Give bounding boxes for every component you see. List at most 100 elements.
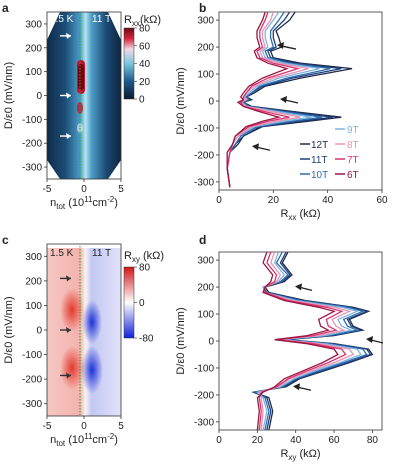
y-axis-label: D/ε0 (mV/nm) — [3, 296, 15, 363]
colorbar-tick-label: 60 — [139, 41, 151, 52]
arrow-head — [366, 336, 373, 343]
y-tick-label: 200 — [197, 43, 214, 54]
series-line-6T — [226, 12, 289, 188]
y-tick-label: -200 — [194, 150, 214, 161]
y-axis-label: D/ε0 (mV/nm) — [175, 67, 187, 134]
legend-label: 10T — [311, 170, 328, 181]
x-tick-label: 40 — [290, 435, 302, 446]
legend-b: 9T 8T 7T 6T 12T 11T 10T — [300, 125, 359, 181]
y-tick-label: -300 — [22, 163, 42, 174]
y-tick-label: 300 — [25, 19, 42, 30]
arrow-head — [293, 383, 300, 391]
x-axis-label: ntot (1011cm-2) — [50, 195, 118, 211]
series-line-9T — [256, 252, 362, 430]
arrow-mark — [256, 146, 271, 151]
lines-d — [251, 252, 374, 430]
x-tick-label: -5 — [43, 184, 52, 195]
x-tick-label: 20 — [252, 435, 264, 446]
y-tick-label: -300 — [22, 399, 42, 410]
series-line-6T — [256, 252, 339, 430]
arrow-head — [66, 32, 71, 39]
x-tick-label: 60 — [328, 435, 340, 446]
panel-letter-a: a — [2, 1, 9, 15]
x-tick-label: 60 — [376, 195, 388, 206]
arrow-head — [280, 96, 287, 103]
y-axis-label: D/ε0 (mV/nm) — [3, 62, 15, 129]
arrow-head — [295, 283, 302, 291]
y-tick-label: -100 — [22, 115, 42, 126]
y-tick-label: 100 — [25, 67, 42, 78]
colorbar-tick-label: -80 — [139, 334, 154, 345]
x-axis-label: Rxx (kΩ) — [280, 208, 320, 222]
x-axis-label: Rxy (kΩ) — [280, 448, 320, 462]
x-tick-label: 5 — [118, 184, 124, 195]
temperature-label: 1.5 K — [50, 14, 74, 25]
colorbar-tick-label: 40 — [139, 59, 151, 70]
field-label: 11 T — [92, 14, 111, 25]
legend-label: 12T — [311, 140, 328, 151]
y-tick-label: -200 — [22, 375, 42, 386]
axes-d: 0 20 40 60 80 -300 -200 -100 0 100 200 300 Rxy (kΩ) D… — [175, 256, 378, 462]
x-tick-label: 20 — [268, 195, 280, 206]
legend-label: 7T — [347, 155, 359, 166]
series-line-8T — [226, 12, 309, 188]
y-tick-label: 100 — [197, 310, 214, 321]
y-tick-label: -200 — [22, 139, 42, 150]
arrow-head — [66, 133, 71, 140]
y-tick-label: 0 — [36, 326, 42, 337]
arrows-d — [293, 283, 384, 391]
panel-d: d 0 20 40 60 80 -300 -200 -100 0 100 200 300 Rxy (kΩ… — [175, 233, 384, 462]
colorbar-tick-label: 20 — [139, 77, 151, 88]
y-tick-label: -200 — [194, 390, 214, 401]
heatmap-a — [47, 12, 121, 179]
legend-label: 9T — [347, 125, 359, 136]
x-axis-label: ntot (1011cm-2) — [50, 432, 118, 448]
colorbar-tick-label: 0 — [139, 95, 145, 106]
y-tick-label: 200 — [197, 283, 214, 294]
colorbar-tick-label: 80 — [139, 263, 151, 274]
arrows-a — [60, 32, 71, 140]
arrow-head — [66, 372, 71, 379]
arrow-mark — [297, 386, 312, 391]
y-tick-label: 300 — [197, 256, 214, 267]
arrow-head — [277, 42, 284, 50]
heatmap-c — [47, 244, 121, 416]
y-tick-label: -300 — [194, 417, 214, 428]
field-label: 11 T — [92, 248, 111, 259]
x-tick-label: 0 — [216, 195, 222, 206]
legend-label: 6T — [347, 170, 359, 181]
axes-c: -5 0 5 -300 -200 -100 0 100 200 300 ntot (1011cm-2… — [3, 252, 124, 448]
y-tick-label: 0 — [208, 97, 214, 108]
colorbar-c — [123, 266, 135, 339]
y-tick-label: 100 — [25, 301, 42, 312]
colorbar-a-label: Rxx(kΩ) — [124, 14, 161, 28]
colorbar-c-label: Rxy (kΩ) — [124, 250, 164, 264]
y-tick-label: 300 — [197, 16, 214, 27]
arrow-head — [66, 327, 71, 333]
y-tick-label: 0 — [208, 337, 214, 348]
panel-c: c 1.5 K 11 T -5 0 5 -300 -200 -100 0 100 200 300 n… — [2, 233, 164, 448]
colorbar-tick-label: 80 — [139, 24, 151, 35]
x-tick-label: 40 — [322, 195, 334, 206]
x-tick-label: -5 — [43, 421, 52, 432]
x-tick-label: 80 — [367, 435, 379, 446]
arrow-mark — [281, 45, 297, 50]
panel-letter-d: d — [199, 233, 206, 247]
y-axis-label: D/ε0 (mV/nm) — [175, 307, 187, 374]
axes-a: -5 0 5 -300 -200 -100 0 100 200 300 ntot (1011cm-2… — [3, 19, 124, 211]
y-tick-label: -100 — [194, 363, 214, 374]
arrow-head — [66, 92, 71, 99]
y-tick-label: -300 — [194, 177, 214, 188]
arrows-b — [252, 42, 299, 151]
panel-letter-c: c — [2, 233, 9, 247]
panel-b: b 0 20 40 60 -300 -200 -100 0 100 200 300 Rxx (kΩ) D… — [175, 1, 388, 222]
arrow-mark — [370, 339, 384, 344]
temperature-label: 1.5 K — [50, 248, 74, 259]
colorbar-tick-label: 0 — [139, 298, 145, 309]
colorbar-c-ticks: 80 0 -80 — [134, 263, 154, 345]
y-tick-label: 0 — [36, 91, 42, 102]
axes-b: 0 20 40 60 -300 -200 -100 0 100 200 300 Rxx (kΩ) D/ε… — [175, 16, 388, 222]
x-tick-label: 0 — [216, 435, 222, 446]
colorbar-a — [123, 27, 135, 100]
